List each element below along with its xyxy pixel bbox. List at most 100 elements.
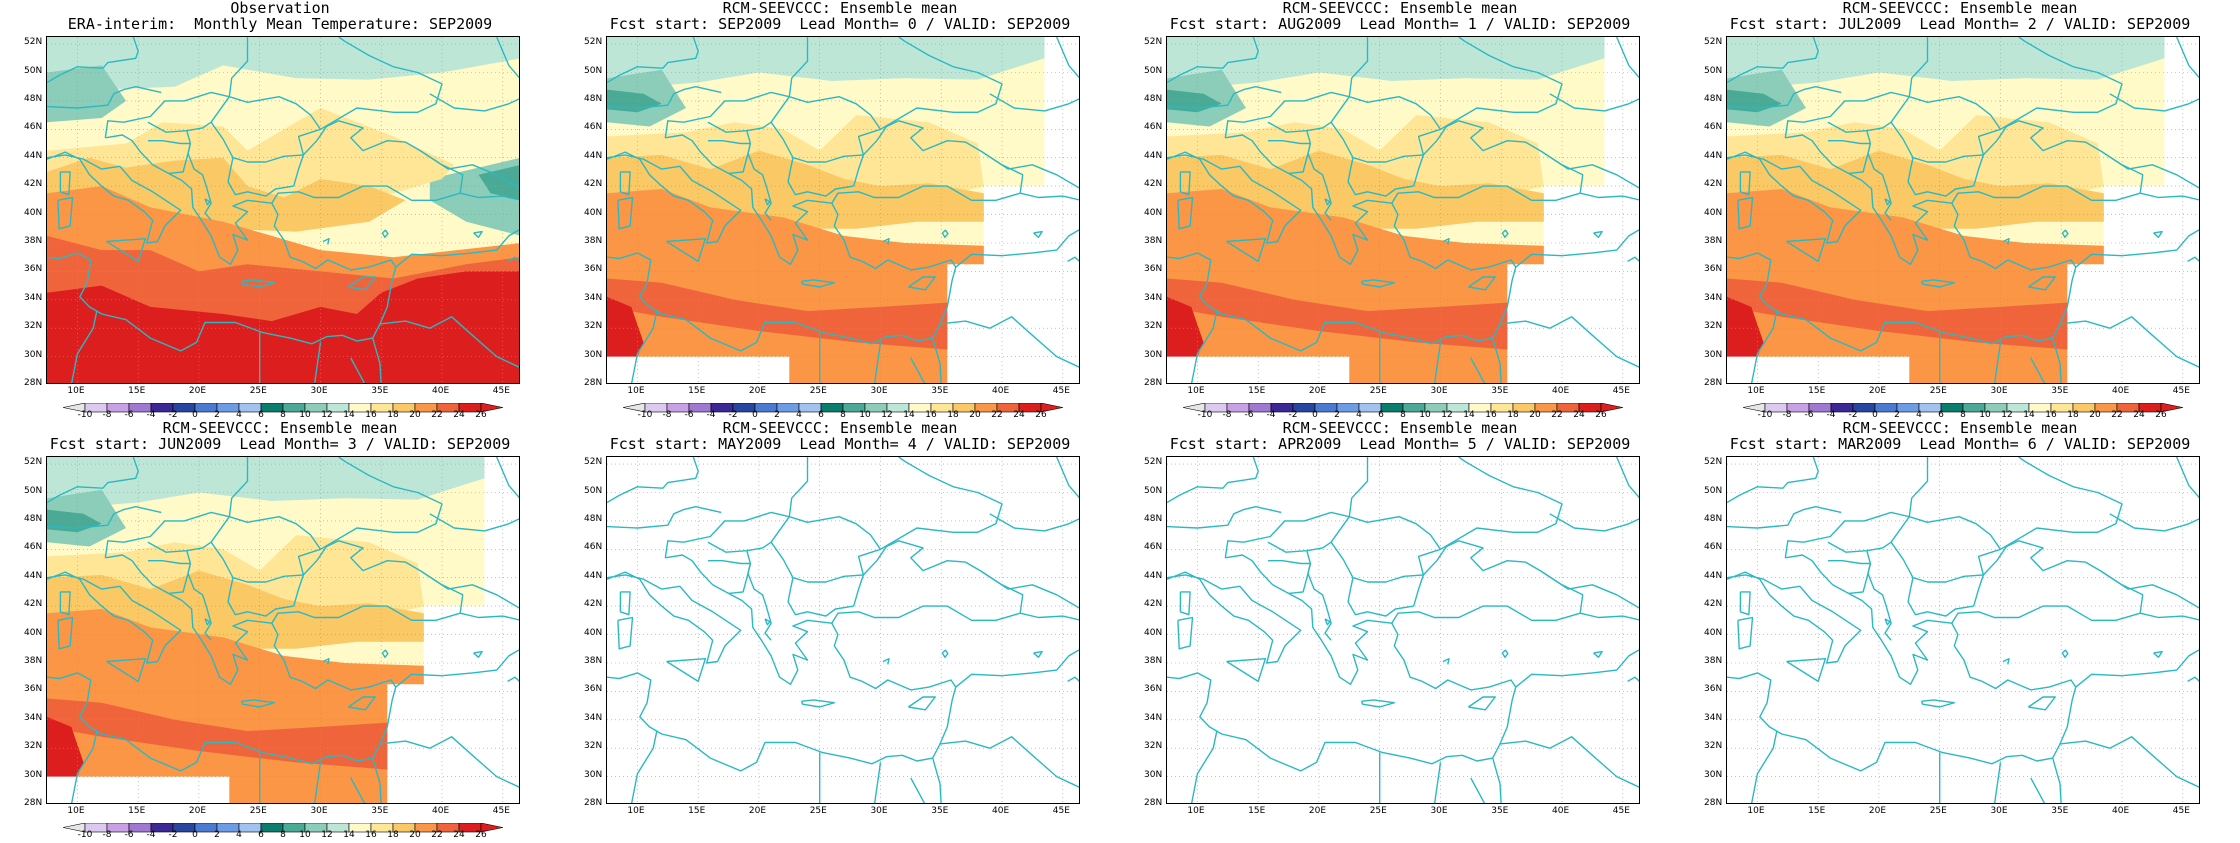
colorbar-label: 8 <box>1400 410 1406 420</box>
lat-tick-label: 48N <box>24 93 43 104</box>
lat-tick-label: 46N <box>1144 542 1163 553</box>
coastline <box>764 198 771 206</box>
lat-tick-label: 52N <box>1704 37 1723 48</box>
coastline <box>800 699 836 708</box>
coastline <box>473 650 483 659</box>
coastline <box>381 649 389 659</box>
coastline <box>666 237 707 263</box>
lat-tick-label: 30N <box>1144 769 1163 780</box>
coastline <box>1501 649 1509 659</box>
lat-tick-label: 48N <box>1144 513 1163 524</box>
temperature-contour-band <box>607 115 984 198</box>
colorbar-swatches <box>62 402 504 413</box>
colorbar-label: 8 <box>280 410 286 420</box>
coastline <box>979 570 1079 609</box>
lat-tick-label: 52N <box>584 37 603 48</box>
coastline <box>322 657 330 665</box>
lat-tick-label: 32N <box>24 321 43 332</box>
coastline <box>1803 457 1929 543</box>
lat-tick-label: 32N <box>1704 741 1723 752</box>
coastline <box>1737 616 1754 650</box>
coastline <box>2000 457 2123 550</box>
coastline <box>313 762 322 803</box>
coastline <box>395 229 519 268</box>
map-panel: RCM-SEEVCCC: Ensemble mean Fcst start: MA… <box>1680 420 2240 840</box>
panel-title: RCM-SEEVCCC: Ensemble mean <box>722 419 958 437</box>
colorbar-label: 10 <box>859 410 871 420</box>
lon-tick-label: 20E <box>748 386 767 396</box>
colorbar-label: -8 <box>1782 410 1792 420</box>
coastline <box>1727 86 1842 109</box>
coastline <box>1167 506 1282 529</box>
map-canvas <box>47 37 519 383</box>
temperature-contour-band <box>47 698 388 770</box>
colorbar-label: -4 <box>706 410 716 420</box>
lat-tick-label: 50N <box>584 485 603 496</box>
colorbar-label: 6 <box>1378 410 1384 420</box>
colorbar-label: 22 <box>2111 410 2123 420</box>
coastline <box>2061 229 2069 239</box>
coastline <box>989 93 1079 112</box>
colorbar-arrow-high <box>480 402 504 413</box>
lat-tick-label: 50N <box>1144 485 1163 496</box>
lon-tick-label: 15E <box>128 806 146 816</box>
coastline <box>381 229 389 239</box>
coastline <box>910 777 926 803</box>
colorbar-label: 12 <box>321 410 333 420</box>
lon-tick-label: 45E <box>1612 386 1630 396</box>
coastline <box>1442 237 1450 245</box>
lon-tick-label: 30E <box>870 806 888 816</box>
coastline <box>607 506 722 529</box>
colorbar-swatches <box>62 822 504 833</box>
coastline <box>2140 612 2199 621</box>
map-canvas <box>47 457 519 803</box>
coastline <box>1786 237 1827 263</box>
lat-tick-label: 36N <box>1704 684 1723 695</box>
coastline <box>1890 541 1984 583</box>
lon-tick-label: 20E <box>1868 386 1887 396</box>
lat-tick-label: 28N <box>584 378 603 388</box>
colorbar-label: 16 <box>365 410 377 420</box>
lon-tick-label: 45E <box>1052 806 1070 816</box>
colorbar: -10 -8 -6 -4 -2 0 2 4 6 8 10 12 14 16 18 20 22 24 26 <box>62 820 504 843</box>
panel-subtitle: Fcst start: SEP2009 Lead Month= 0 / VALI… <box>609 15 1071 33</box>
lat-tick-label: 28N <box>1704 798 1723 808</box>
coastline <box>322 237 330 245</box>
coastline <box>2176 457 2199 499</box>
coastline <box>1616 457 1639 499</box>
coastline <box>932 757 942 803</box>
coastline <box>473 230 483 239</box>
colorbar-label: 24 <box>1013 410 1025 420</box>
lon-tick-label: 15E <box>688 806 706 816</box>
colorbar-label: 10 <box>1419 410 1431 420</box>
lat-tick-label: 48N <box>1704 513 1723 524</box>
lon-tick-label: 40E <box>992 386 1010 396</box>
lat-tick-label: 36N <box>1704 264 1723 275</box>
coastline <box>1580 192 1639 201</box>
coastline <box>882 237 890 245</box>
coastline <box>1267 516 1350 553</box>
lon-tick-label: 10E <box>1187 806 1205 816</box>
lat-tick-label: 50N <box>24 65 43 76</box>
lon-tick-label: 40E <box>2112 386 2130 396</box>
coastline <box>2059 316 2199 368</box>
lon-tick-label: 25E <box>249 386 267 396</box>
lon-tick-label: 20E <box>1308 806 1327 816</box>
lat-tick-label: 30N <box>1144 349 1163 360</box>
lon-tick-label: 45E <box>1612 806 1630 816</box>
colorbar-label: 6 <box>1938 410 1944 420</box>
coastline <box>1593 650 1603 659</box>
coastline <box>1492 337 1502 383</box>
coastline <box>1020 612 1079 621</box>
coastline <box>1347 577 1414 617</box>
coastline <box>2153 650 2163 659</box>
coastline <box>147 96 230 133</box>
lat-tick-label: 40N <box>584 627 603 638</box>
coastline <box>2000 37 2123 130</box>
temperature-contour-band <box>1727 37 2165 90</box>
coastline <box>104 540 124 558</box>
colorbar: -10 -8 -6 -4 -2 0 2 4 6 8 10 12 14 16 18 20 22 24 26 <box>1742 400 2184 423</box>
map-frame <box>1166 456 1640 804</box>
map-frame <box>1166 36 1640 384</box>
colorbar-label: 0 <box>192 410 198 420</box>
